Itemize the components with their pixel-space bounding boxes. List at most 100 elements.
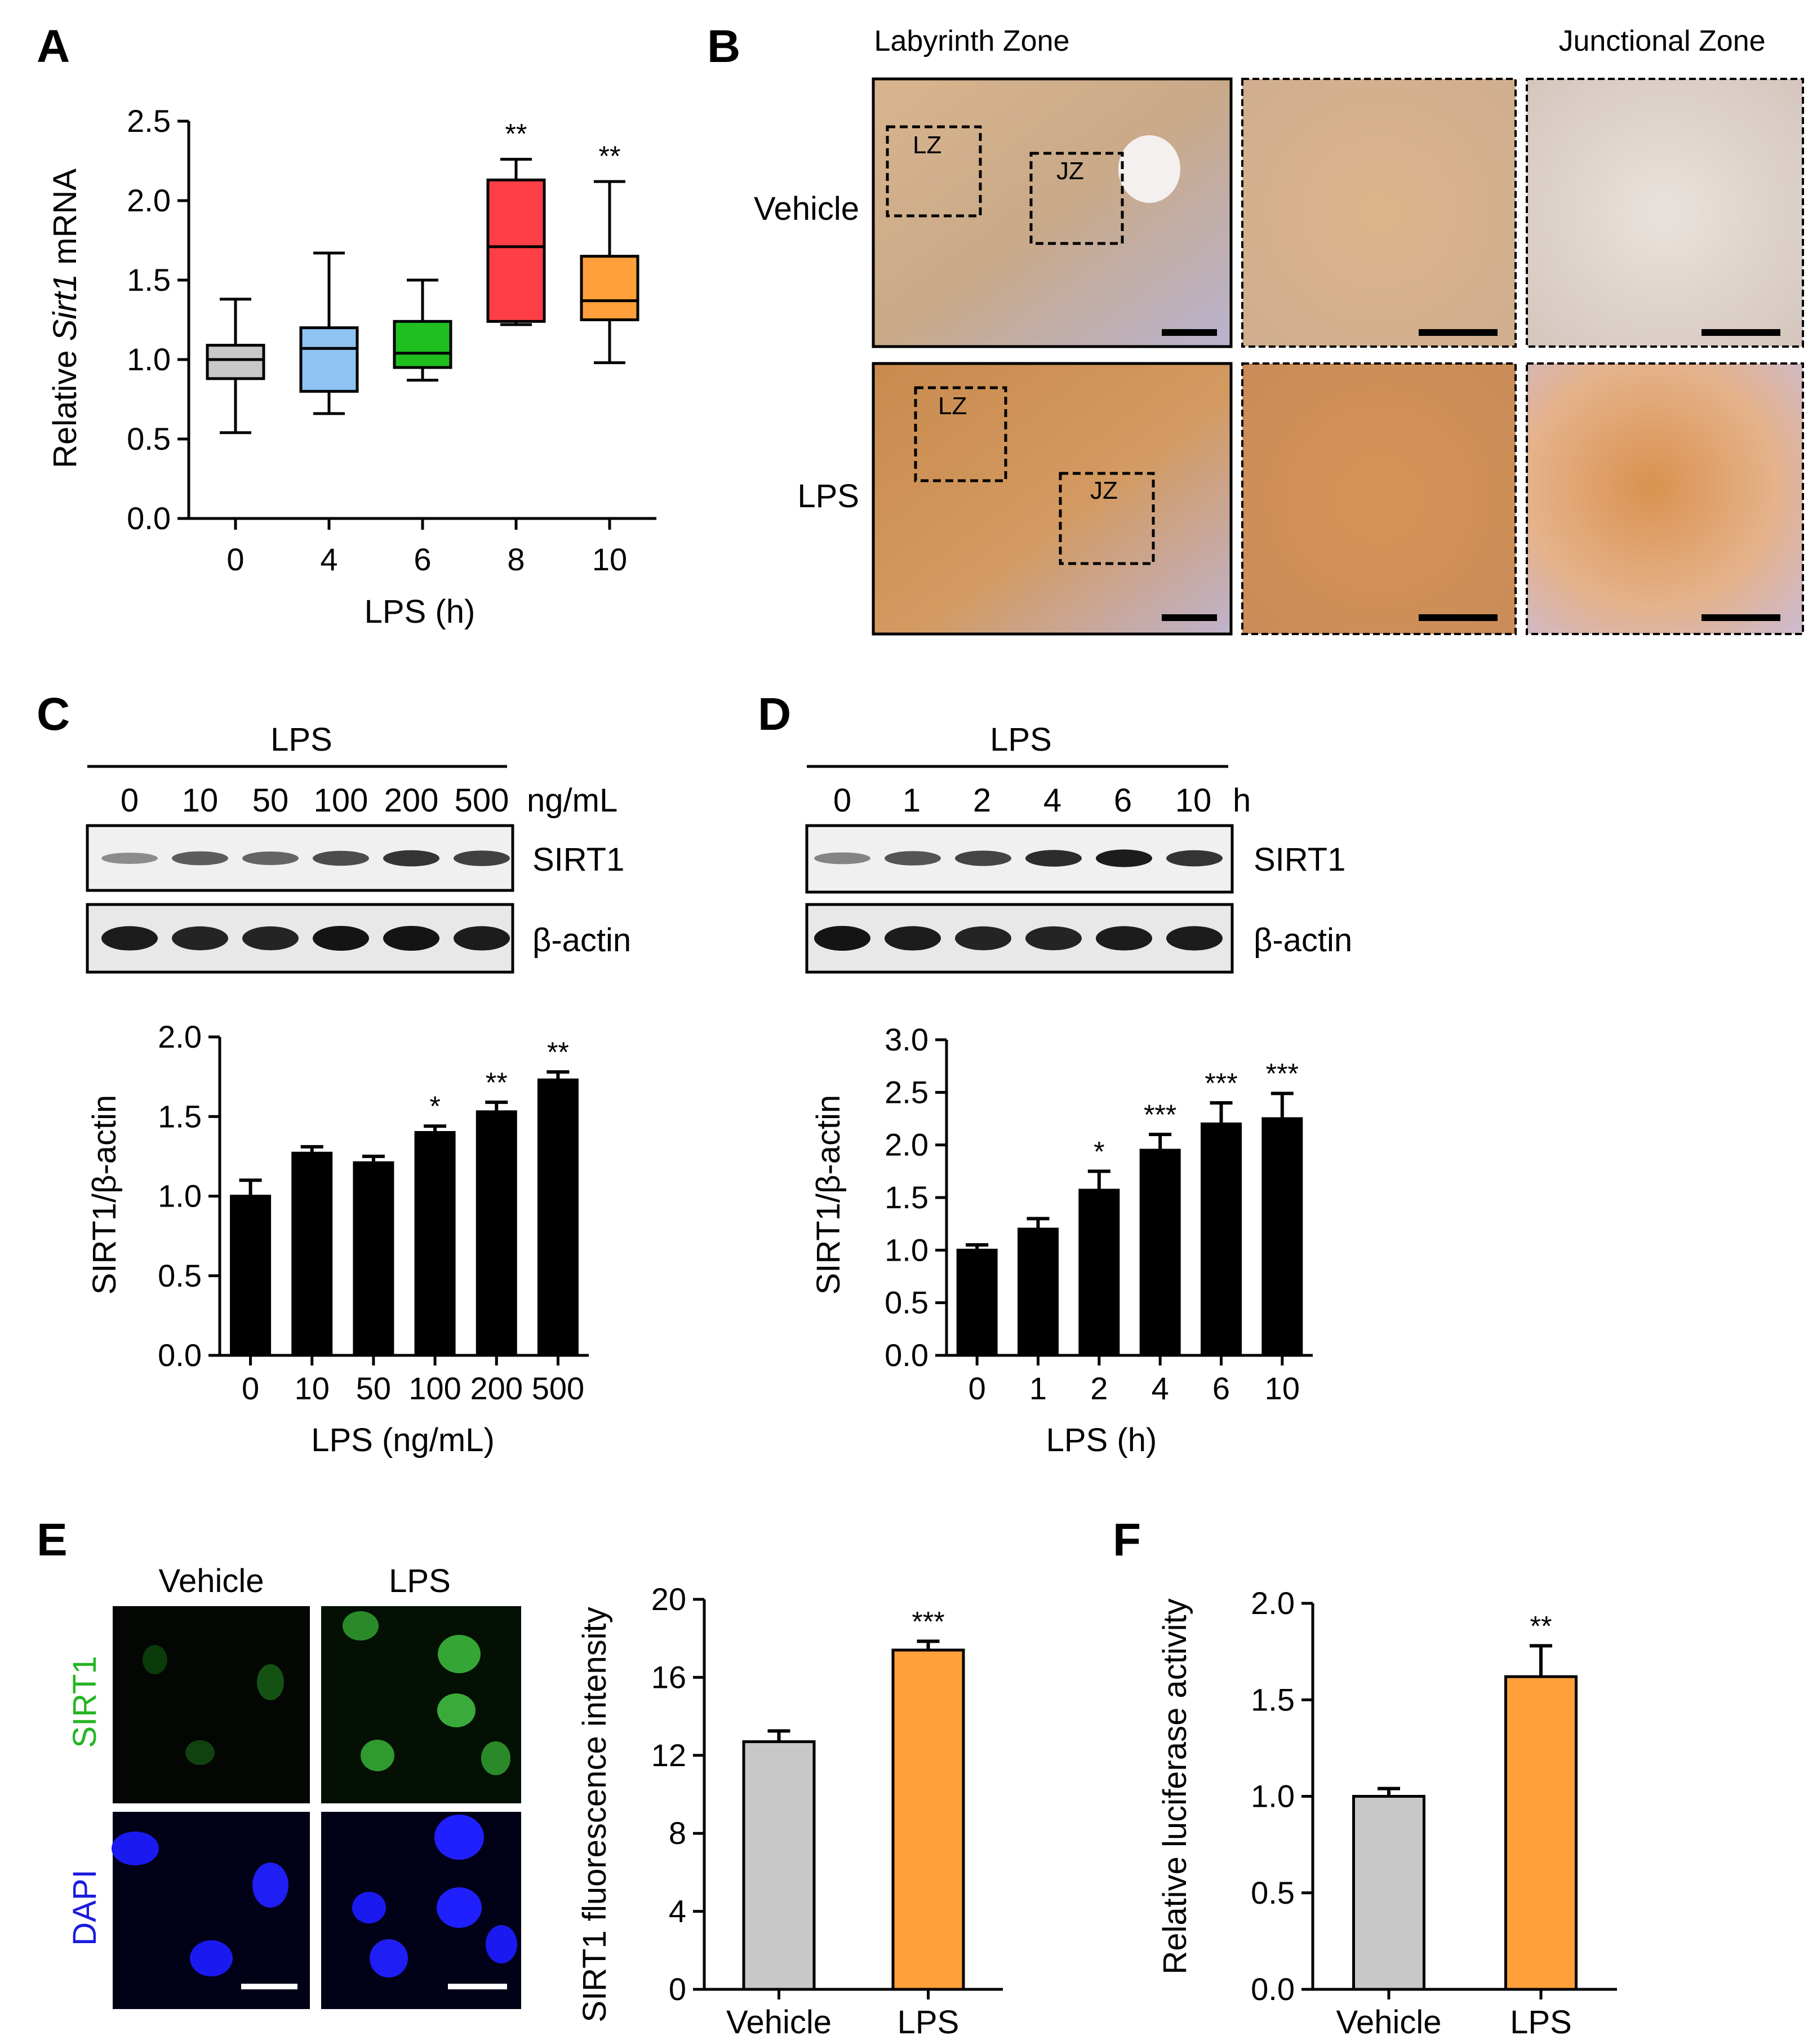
if-lps-dapi bbox=[321, 1812, 521, 2009]
blot-band bbox=[101, 926, 158, 951]
y-tick-label: 0.0 bbox=[885, 1337, 929, 1373]
panel-label-c: C bbox=[37, 689, 70, 740]
blot-band bbox=[454, 926, 510, 951]
nucleus bbox=[370, 1939, 408, 1978]
x-tick-label: 200 bbox=[470, 1371, 523, 1406]
y-tick-label: 1.5 bbox=[1251, 1682, 1295, 1717]
c-lane-label: 200 bbox=[384, 782, 439, 819]
y-tick-label: 2.0 bbox=[158, 1019, 202, 1054]
y-tick-label: 2.5 bbox=[127, 103, 171, 139]
blot-band bbox=[814, 852, 870, 864]
ihc-lps-overview bbox=[872, 362, 1233, 636]
x-tick-label: Vehicle bbox=[1336, 2004, 1441, 2041]
b-col-label-junctional: Junctional Zone bbox=[1558, 25, 1765, 57]
significance-label: ** bbox=[599, 140, 621, 172]
x-tick-label: 1 bbox=[1029, 1371, 1047, 1406]
y-tick-label: 1.0 bbox=[1251, 1779, 1295, 1814]
significance-label: ** bbox=[486, 1067, 508, 1098]
if-vehicle-sirt1 bbox=[113, 1606, 310, 1803]
chart-c-ylabel: SIRT1/β-actin bbox=[86, 1095, 123, 1295]
y-tick-label: 1.0 bbox=[885, 1232, 929, 1267]
vehicle-jz-label: JZ bbox=[1056, 157, 1084, 185]
bar bbox=[1078, 1189, 1120, 1357]
y-tick-label: 4 bbox=[669, 1894, 686, 1929]
scale-bar bbox=[1419, 614, 1498, 621]
blot-band bbox=[313, 926, 369, 951]
blot-band bbox=[955, 850, 1011, 866]
x-tick-label: 100 bbox=[408, 1371, 461, 1406]
c-lane-label: 500 bbox=[455, 782, 509, 819]
d-lane-label: 6 bbox=[1114, 782, 1132, 819]
blot-band bbox=[1096, 926, 1152, 951]
nucleus bbox=[438, 1635, 481, 1673]
x-tick-label: 4 bbox=[1152, 1371, 1169, 1406]
y-tick-label: 2.0 bbox=[127, 183, 171, 218]
chart-c-xlabel: LPS (ng/mL) bbox=[311, 1422, 495, 1458]
x-tick-label: 4 bbox=[320, 542, 337, 577]
bar bbox=[537, 1078, 579, 1357]
x-tick-label: 0 bbox=[242, 1371, 259, 1406]
significance-label: *** bbox=[912, 1606, 944, 1637]
blot-band bbox=[1096, 849, 1152, 867]
scale-bar bbox=[448, 1984, 507, 1989]
e-col-label-lps: LPS bbox=[389, 1563, 451, 1599]
blot-band bbox=[454, 850, 510, 866]
bar bbox=[1139, 1149, 1181, 1357]
blot-band bbox=[242, 926, 299, 951]
c-band-sirt1: SIRT1 bbox=[532, 841, 624, 878]
e-row-label-sirt1: SIRT1 bbox=[66, 1656, 103, 1748]
ihc-lps-lz-zoom bbox=[1241, 362, 1517, 635]
bar bbox=[1352, 1795, 1425, 1991]
panel-d-western-blot: LPS 0 1 2 4 6 10 h SIRT1 β-actin bbox=[805, 721, 1352, 974]
significance-label: * bbox=[429, 1090, 440, 1122]
blot-band bbox=[383, 926, 439, 951]
chart-f-ylabel: Relative luciferase activity bbox=[1157, 1598, 1193, 1974]
chart-d-bar: SIRT1/β-actin LPS (h) 0.0 0.5 1.0 1.5 2.0 2.5… bbox=[810, 1022, 1313, 1458]
x-tick-label: Vehicle bbox=[726, 2004, 832, 2041]
c-band-actin: β-actin bbox=[532, 922, 631, 959]
x-tick-label: 0 bbox=[226, 542, 244, 577]
significance-label: ** bbox=[1530, 1610, 1552, 1642]
significance-label: ** bbox=[505, 118, 527, 150]
panel-label-f: F bbox=[1113, 1514, 1141, 1566]
chart-f-bar: Relative luciferase activity 0.0 0.5 1.0 1.… bbox=[1157, 1585, 1617, 2041]
lps-lz-label: LZ bbox=[938, 392, 967, 420]
bar bbox=[956, 1248, 998, 1357]
bar bbox=[742, 1740, 816, 1991]
y-tick-label: 8 bbox=[669, 1815, 686, 1851]
box bbox=[206, 344, 265, 380]
ihc-vehicle-vessel bbox=[1118, 135, 1180, 203]
y-tick-label: 1.0 bbox=[158, 1178, 202, 1214]
y-tick-label: 0.5 bbox=[127, 421, 171, 456]
y-tick-label: 16 bbox=[651, 1659, 686, 1695]
panel-label-d: D bbox=[758, 689, 791, 740]
d-actin-blot bbox=[805, 903, 1234, 974]
e-col-label-vehicle: Vehicle bbox=[158, 1563, 264, 1599]
y-tick-label: 0 bbox=[669, 1971, 686, 2007]
blot-band bbox=[101, 853, 158, 864]
b-col-label-labyrinth: Labyrinth Zone bbox=[874, 25, 1070, 57]
bar bbox=[414, 1131, 456, 1357]
vehicle-lz-label: LZ bbox=[913, 131, 941, 159]
nucleus bbox=[257, 1664, 284, 1700]
x-tick-label: 6 bbox=[1212, 1371, 1230, 1406]
lps-jz-box bbox=[1059, 472, 1155, 565]
scale-bar bbox=[1162, 614, 1217, 621]
ihc-vehicle-overview bbox=[872, 77, 1233, 348]
blot-band bbox=[1025, 850, 1082, 867]
nucleus bbox=[352, 1892, 386, 1923]
c-actin-blot bbox=[86, 903, 514, 974]
blot-band bbox=[1166, 850, 1223, 867]
nucleus bbox=[343, 1611, 379, 1640]
box bbox=[486, 178, 546, 323]
d-unit-label: h bbox=[1233, 782, 1251, 819]
ihc-vehicle-jz-zoom bbox=[1526, 78, 1804, 348]
nucleus bbox=[252, 1863, 288, 1908]
c-blot-title: LPS bbox=[270, 721, 332, 758]
chart-c-bar: SIRT1/β-actin LPS (ng/mL) 0.0 0.5 1.0 1.5 2.… bbox=[86, 1019, 589, 1458]
blot-band bbox=[885, 926, 941, 951]
d-lane-label: 2 bbox=[973, 782, 991, 819]
bar bbox=[353, 1161, 394, 1357]
bar bbox=[1018, 1227, 1059, 1357]
